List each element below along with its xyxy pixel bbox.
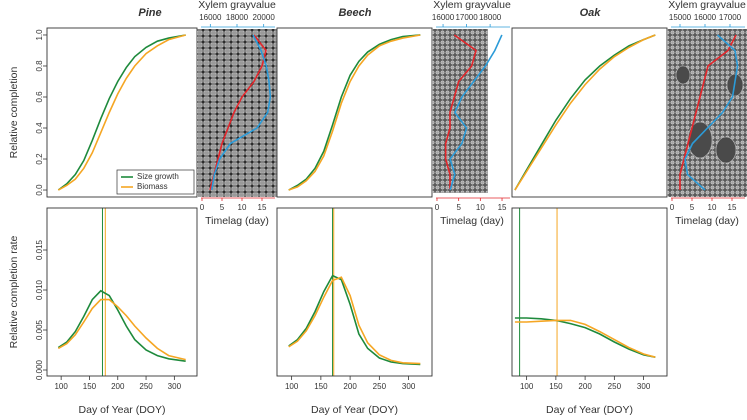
x2-axis-label: Xylem grayvalue: [668, 0, 746, 11]
profile-line: [679, 34, 737, 191]
profile-line: [209, 34, 267, 191]
x-tick-label: 100: [520, 382, 534, 391]
x-tick-label: 250: [608, 382, 622, 391]
x-tick-label: 150: [549, 382, 563, 391]
x-tick-label: 150: [83, 382, 97, 391]
x-axis-label: Day of Year (DOY): [546, 404, 633, 416]
panel-title: Pine: [138, 7, 161, 19]
y-axis-label: Relative completion rate: [8, 236, 20, 349]
x-tick-label: 200: [111, 382, 125, 391]
x-tick-label: 250: [373, 382, 387, 391]
series-line: [57, 34, 186, 191]
x2-tick-label: 16000: [432, 13, 455, 22]
x2-axis-label: Xylem grayvalue: [433, 0, 511, 11]
x-tick-label: 15: [498, 203, 507, 212]
series-line: [514, 34, 656, 191]
x2-tick-label: 16000: [199, 13, 222, 22]
x-tick-label: 250: [139, 382, 153, 391]
series-line: [514, 34, 656, 191]
x-tick-label: 15: [728, 203, 737, 212]
x-axis-label: Timelag (day): [675, 215, 739, 227]
y-tick-label: 0.2: [35, 153, 44, 165]
y-tick-label: 0.6: [35, 91, 44, 103]
x-tick-label: 0: [435, 203, 440, 212]
profile-line: [684, 34, 739, 191]
legend-label: Biomass: [137, 182, 168, 191]
y-tick-label: 0.8: [35, 60, 44, 72]
plot-layer: Pine 0.0 0.2 0.4 0.6 0.8 1.0 Relative completio…: [8, 0, 747, 416]
panel-title: Beech: [338, 7, 371, 19]
x2-tick-label: 17000: [719, 13, 742, 22]
series-line: [57, 289, 186, 362]
x2-tick-label: 18000: [226, 13, 249, 22]
x-tick-label: 300: [168, 382, 182, 391]
plot-frame: [46, 207, 198, 377]
x2-tick-label: 18000: [479, 13, 502, 22]
panel-title: Oak: [580, 7, 602, 19]
vessel: [687, 121, 713, 159]
legend-box: [116, 169, 195, 195]
xylem-image: [667, 29, 747, 197]
x2-tick-label: 15000: [669, 13, 692, 22]
vessel: [675, 65, 691, 85]
x-tick-label: 10: [476, 203, 485, 212]
y-axis-label: Relative completion: [8, 67, 20, 159]
series-line: [57, 298, 186, 361]
x-tick-label: 15: [258, 203, 267, 212]
x-axis-label: Timelag (day): [205, 215, 269, 227]
x2-tick-label: 16000: [694, 13, 717, 22]
x-tick-label: 100: [54, 382, 68, 391]
x-tick-label: 200: [578, 382, 592, 391]
y-tick-label: 1.0: [35, 29, 44, 41]
x-tick-label: 300: [402, 382, 416, 391]
y-tick-label: 0.000: [35, 359, 44, 380]
y-tick-label: 0.005: [35, 319, 44, 340]
x-tick-label: 5: [220, 203, 225, 212]
series-line: [288, 34, 421, 191]
x-tick-label: 100: [285, 382, 299, 391]
plot-frame: [511, 27, 668, 198]
x-axis-label: Timelag (day): [440, 215, 504, 227]
x2-tick-label: 17000: [455, 13, 478, 22]
x-axis-label: Day of Year (DOY): [79, 404, 166, 416]
series-line: [288, 276, 421, 365]
xylem-image: [432, 29, 488, 193]
x-tick-label: 0: [670, 203, 675, 212]
profile-line: [449, 34, 503, 191]
y-tick-label: 0.015: [35, 239, 44, 260]
series-line: [514, 319, 656, 358]
plot-frame: [276, 27, 433, 198]
x2-tick-label: 20000: [253, 13, 276, 22]
series-line: [288, 274, 421, 366]
x-tick-label: 200: [343, 382, 357, 391]
series-line: [288, 34, 421, 191]
profile-line: [210, 34, 272, 191]
x-tick-label: 300: [637, 382, 651, 391]
series-line: [57, 34, 186, 191]
y-tick-label: 0.010: [35, 279, 44, 300]
profile-line: [444, 34, 477, 191]
series-line: [514, 317, 656, 358]
x2-axis-label: Xylem grayvalue: [198, 0, 276, 11]
x-tick-label: 0: [200, 203, 205, 212]
y-tick-label: 0.4: [35, 122, 44, 134]
plot-frame: [511, 207, 668, 377]
vessel: [715, 136, 737, 164]
x-tick-label: 5: [690, 203, 695, 212]
plot-frame: [276, 207, 433, 377]
x-tick-label: 10: [708, 203, 717, 212]
x-axis-label: Day of Year (DOY): [311, 404, 398, 416]
x-tick-label: 10: [238, 203, 247, 212]
legend-label: Size growth: [137, 172, 179, 181]
x-tick-label: 150: [314, 382, 328, 391]
y-tick-label: 0.0: [35, 184, 44, 196]
x-tick-label: 5: [456, 203, 461, 212]
